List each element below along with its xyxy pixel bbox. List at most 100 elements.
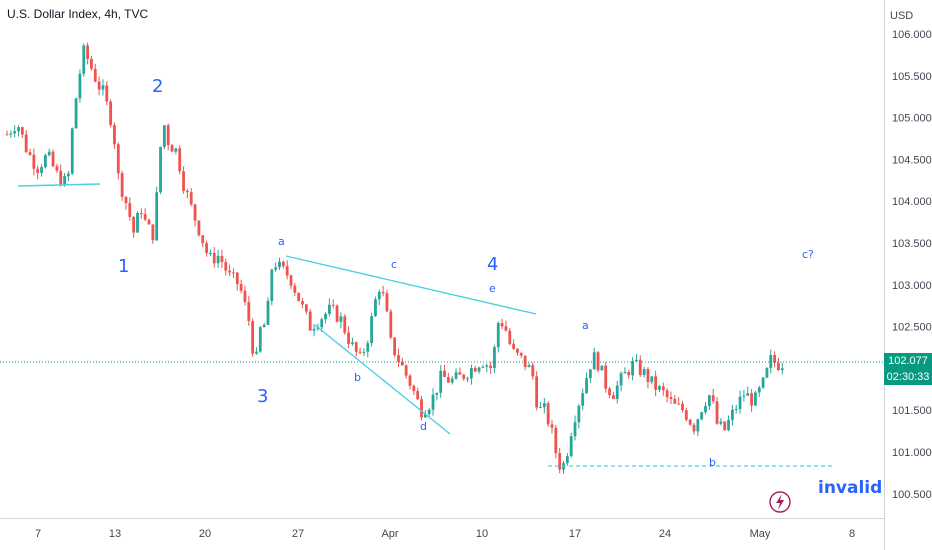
candle xyxy=(43,153,47,169)
candle xyxy=(78,69,82,103)
bar-countdown-badge: 02:30:33 xyxy=(884,369,932,385)
price-tick-label: 104.000 xyxy=(892,196,932,208)
candle xyxy=(473,365,477,373)
candle xyxy=(255,347,258,355)
candle xyxy=(374,296,377,317)
price-axis[interactable]: 106.000 105.500 105.000 104.500 104.000 103.5… xyxy=(884,0,932,550)
candle xyxy=(754,390,757,406)
sub-label-a1: a xyxy=(278,235,285,248)
candle xyxy=(531,362,535,381)
candle xyxy=(450,376,454,385)
candle xyxy=(734,404,738,414)
candle xyxy=(120,170,124,201)
candle xyxy=(412,384,416,396)
candle xyxy=(684,407,688,422)
candle xyxy=(485,363,489,373)
candle xyxy=(9,130,13,138)
candle xyxy=(658,384,661,393)
candle xyxy=(692,422,696,435)
price-tick-label: 106.000 xyxy=(892,29,932,41)
candle xyxy=(251,318,255,357)
sub-label-d1: d xyxy=(420,420,427,433)
candle xyxy=(604,361,608,393)
candle xyxy=(232,268,235,279)
candle xyxy=(170,143,174,152)
price-tick-label: 101.500 xyxy=(892,405,932,417)
time-tick-label: 27 xyxy=(292,528,304,540)
candle xyxy=(24,130,28,154)
candle xyxy=(101,79,105,96)
candle xyxy=(155,186,159,242)
candle xyxy=(516,348,519,356)
symbol-title[interactable]: U.S. Dollar Index, 4h, TVC xyxy=(7,7,149,21)
candle xyxy=(51,149,55,168)
candle xyxy=(166,123,170,151)
candle xyxy=(197,220,201,237)
candle xyxy=(439,365,443,398)
candle xyxy=(592,347,596,370)
candle xyxy=(162,124,166,150)
candle xyxy=(209,249,212,256)
candle xyxy=(189,187,193,207)
candle xyxy=(343,314,347,335)
candle xyxy=(585,372,588,394)
candle xyxy=(354,341,358,357)
candle xyxy=(462,373,466,381)
candle xyxy=(669,391,673,404)
candle xyxy=(546,401,550,427)
price-tick-label: 105.000 xyxy=(892,113,932,125)
candle xyxy=(143,208,147,222)
sub-label-a2: a xyxy=(582,319,589,332)
candle xyxy=(40,164,43,177)
candle xyxy=(435,392,439,401)
candle xyxy=(638,355,642,377)
candle xyxy=(730,404,734,426)
candle xyxy=(377,289,381,306)
candle xyxy=(293,283,297,297)
candle xyxy=(312,323,316,337)
candle xyxy=(420,395,423,421)
candle xyxy=(132,216,136,238)
time-tick-label: 24 xyxy=(659,528,671,540)
candle xyxy=(97,76,101,96)
candle xyxy=(746,386,750,396)
price-tick-label: 103.500 xyxy=(892,238,932,250)
invalid-label: invalid xyxy=(818,478,882,498)
candle xyxy=(704,402,707,415)
candle xyxy=(385,290,389,312)
sub-label-c2: c? xyxy=(802,248,814,261)
candle xyxy=(262,322,266,328)
candle xyxy=(274,262,278,272)
candle xyxy=(32,148,36,176)
candle xyxy=(201,235,205,248)
candle xyxy=(285,260,289,280)
trendline-bottom xyxy=(314,324,451,435)
candle xyxy=(393,337,397,358)
candle xyxy=(13,125,17,138)
time-tick-label: Apr xyxy=(381,528,398,540)
candle xyxy=(308,308,312,331)
candle xyxy=(90,55,93,71)
currency-unit: USD xyxy=(890,10,914,22)
candle xyxy=(235,272,239,291)
candle xyxy=(596,351,600,373)
time-axis: 7 13 20 27 Apr 10 17 24 May 8 xyxy=(35,528,855,540)
candle xyxy=(765,367,769,379)
lightning-icon[interactable] xyxy=(769,491,791,513)
candle xyxy=(205,240,208,257)
candle xyxy=(82,43,86,77)
candle xyxy=(243,285,247,306)
wave-label-4: 4 xyxy=(487,254,498,275)
candle xyxy=(301,298,304,309)
candle xyxy=(631,357,634,381)
wave-labels: 1 2 3 4 a b c d e a b c? invalid xyxy=(118,76,882,498)
candle xyxy=(182,166,185,194)
candle xyxy=(55,163,59,174)
candle xyxy=(370,312,374,347)
time-tick-label: 13 xyxy=(109,528,121,540)
candle xyxy=(719,418,723,426)
price-chart[interactable]: 1 2 3 4 a b c d e a b c? invalid 7 13 20 27… xyxy=(0,0,884,550)
candle xyxy=(646,367,650,389)
candle xyxy=(619,371,623,392)
candle xyxy=(358,347,362,355)
